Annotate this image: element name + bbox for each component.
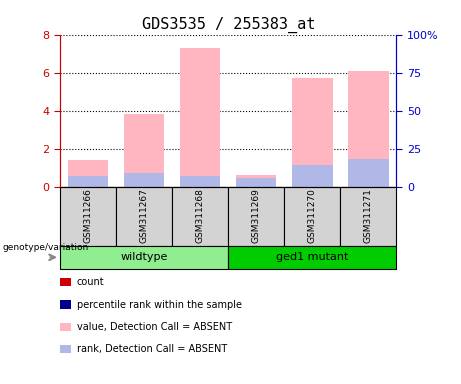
FancyBboxPatch shape bbox=[60, 246, 228, 269]
Text: wildtype: wildtype bbox=[120, 252, 168, 262]
Text: genotype/variation: genotype/variation bbox=[2, 243, 89, 252]
Bar bbox=[180, 176, 220, 187]
Text: rank, Detection Call = ABSENT: rank, Detection Call = ABSENT bbox=[77, 344, 227, 354]
Text: percentile rank within the sample: percentile rank within the sample bbox=[77, 300, 242, 310]
Text: GSM311268: GSM311268 bbox=[195, 189, 205, 243]
FancyBboxPatch shape bbox=[340, 187, 396, 246]
Bar bbox=[180, 48, 220, 187]
Text: ged1 mutant: ged1 mutant bbox=[276, 252, 349, 262]
Text: GSM311267: GSM311267 bbox=[140, 189, 148, 243]
FancyBboxPatch shape bbox=[228, 246, 396, 269]
FancyBboxPatch shape bbox=[172, 187, 228, 246]
Text: count: count bbox=[77, 277, 105, 287]
FancyBboxPatch shape bbox=[116, 187, 172, 246]
Text: GSM311269: GSM311269 bbox=[252, 189, 261, 243]
FancyBboxPatch shape bbox=[60, 187, 116, 246]
Title: GDS3535 / 255383_at: GDS3535 / 255383_at bbox=[142, 17, 315, 33]
FancyBboxPatch shape bbox=[228, 187, 284, 246]
Bar bbox=[236, 175, 277, 187]
Bar bbox=[348, 159, 389, 187]
Bar bbox=[124, 172, 164, 187]
Bar bbox=[68, 176, 108, 187]
Bar bbox=[68, 160, 108, 187]
Text: GSM311271: GSM311271 bbox=[364, 189, 373, 243]
Bar bbox=[292, 165, 332, 187]
Bar bbox=[236, 178, 277, 187]
Text: value, Detection Call = ABSENT: value, Detection Call = ABSENT bbox=[77, 322, 232, 332]
Bar bbox=[292, 78, 332, 187]
Bar bbox=[124, 114, 164, 187]
Text: GSM311266: GSM311266 bbox=[83, 189, 93, 243]
Bar bbox=[348, 71, 389, 187]
Text: GSM311270: GSM311270 bbox=[308, 189, 317, 243]
FancyBboxPatch shape bbox=[284, 187, 340, 246]
